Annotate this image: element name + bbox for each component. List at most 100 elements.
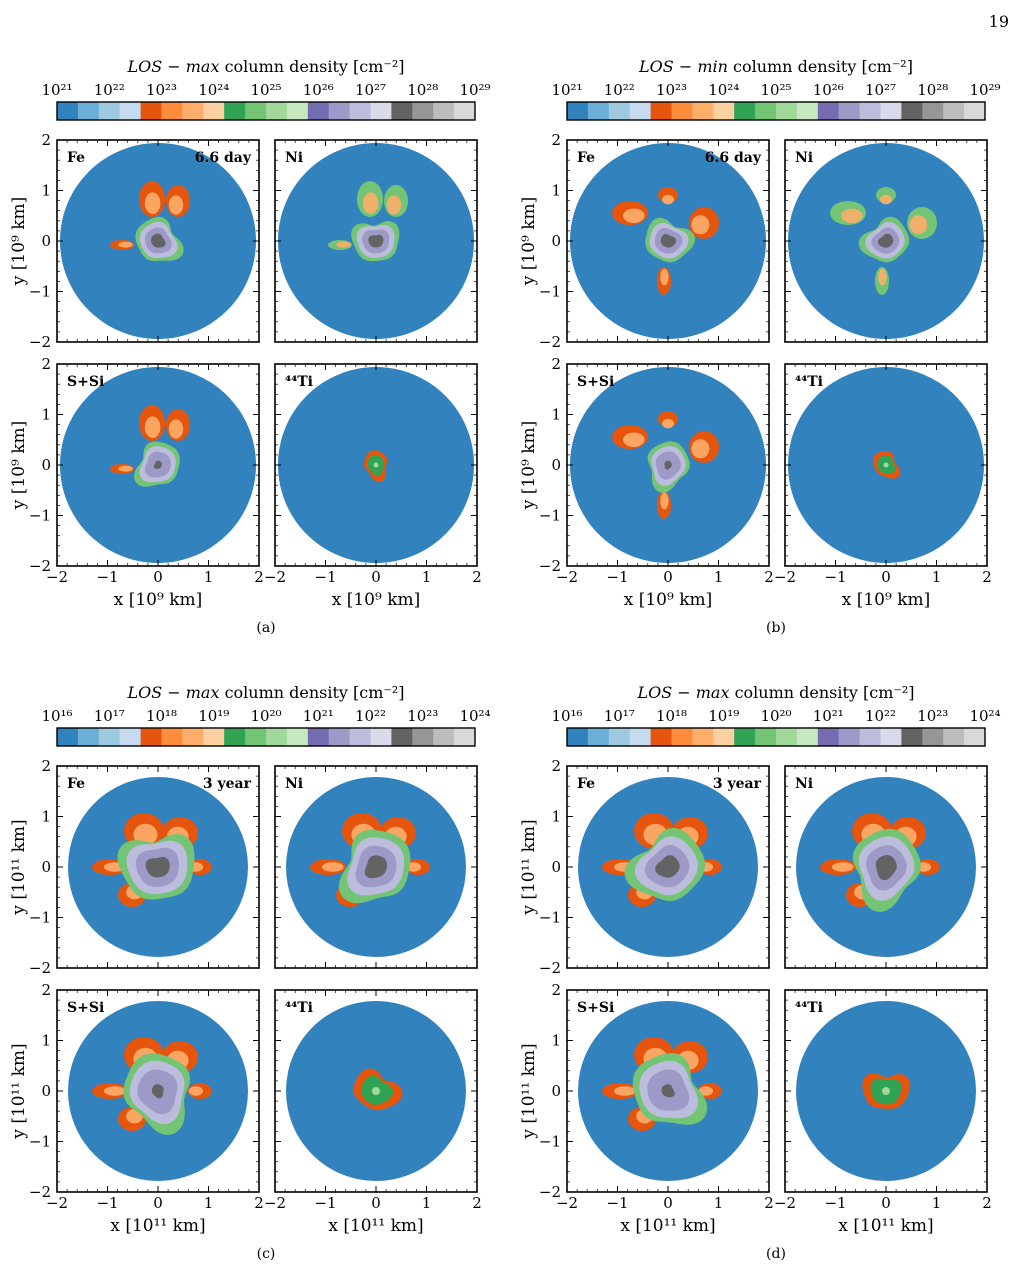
- gray-core: [368, 234, 384, 248]
- x-tick-label: 0: [153, 1194, 163, 1212]
- colorbar-cell: [776, 728, 798, 746]
- colorbar-cell: [838, 102, 861, 120]
- x-axis-label: x [10⁹ km]: [842, 590, 931, 610]
- colorbar-cell: [328, 728, 351, 746]
- figure-caption: (c): [257, 1246, 276, 1262]
- y-tick-label: 2: [41, 981, 51, 999]
- colorbar-cell: [587, 102, 610, 120]
- colorbar-cell: [77, 102, 100, 120]
- panel-content: [578, 1001, 758, 1181]
- plume-inner: [880, 194, 892, 205]
- ti-center: [372, 1087, 380, 1095]
- figure-caption: (b): [766, 620, 786, 636]
- y-tick-label: 0: [41, 858, 51, 876]
- colorbar-cell: [796, 102, 819, 120]
- colorbar-cell: [140, 728, 162, 746]
- x-tick-label: 0: [881, 568, 891, 586]
- y-tick-label: −1: [539, 1133, 561, 1151]
- x-tick-label: −1: [96, 1194, 118, 1212]
- colorbar-cell: [161, 728, 183, 746]
- y-tick-label: −1: [539, 507, 561, 525]
- plume-inner: [660, 492, 669, 510]
- colorbar-cell: [755, 728, 777, 746]
- plume-inner: [832, 862, 854, 872]
- y-tick-label: 2: [551, 131, 561, 149]
- x-tick-label: 2: [472, 568, 482, 586]
- x-tick-label: −2: [774, 1194, 796, 1212]
- y-axis-label: y [10⁹ km]: [9, 421, 29, 511]
- colorbar-cell: [713, 102, 735, 120]
- panel: [796, 1001, 976, 1181]
- panel: [788, 143, 984, 339]
- colorbar-cell: [859, 728, 881, 746]
- colorbar-tick-label: 10²⁸: [917, 81, 948, 99]
- plume-inner: [660, 268, 669, 286]
- colorbar-tick-label: 10²⁹: [459, 81, 490, 99]
- panel: [286, 1001, 466, 1181]
- y-axis-label: y [10⁹ km]: [9, 197, 29, 287]
- x-axis-label: x [10⁹ km]: [114, 590, 203, 610]
- colorbar-cell: [412, 728, 434, 746]
- y-tick-label: 1: [41, 808, 51, 826]
- colorbar-cell: [119, 728, 142, 746]
- colorbar-title: LOS − min column density [cm⁻²]: [638, 57, 913, 76]
- colorbar-tick-label: 10¹⁶: [551, 707, 582, 725]
- x-tick-label: 1: [422, 1194, 432, 1212]
- plume-inner: [406, 862, 421, 872]
- y-tick-label: −1: [539, 909, 561, 927]
- panel-content: [578, 777, 758, 957]
- colorbar-tick-label: 10²²: [865, 707, 896, 725]
- y-tick-label: 1: [41, 1032, 51, 1050]
- colorbar-title: LOS − max column density [cm⁻²]: [636, 683, 914, 702]
- panel-label: ⁴⁴Ti: [285, 374, 313, 390]
- x-tick-label: −2: [46, 1194, 68, 1212]
- panel: [796, 777, 976, 957]
- plume-inner: [133, 823, 158, 846]
- x-tick-label: 0: [881, 1194, 891, 1212]
- colorbar-tick-label: 10¹⁶: [41, 707, 72, 725]
- colorbar-tick-label: 10²⁷: [355, 81, 386, 99]
- x-axis-label: x [10⁹ km]: [624, 590, 713, 610]
- x-tick-label: 1: [204, 568, 214, 586]
- x-tick-label: −1: [606, 568, 628, 586]
- colorbar-tick-label: 10²⁴: [969, 707, 1000, 725]
- plume-inner: [144, 192, 161, 214]
- colorbar-tick-label: 10¹⁹: [198, 707, 229, 725]
- colorbar-cell: [245, 102, 267, 120]
- panel: [570, 367, 766, 563]
- plume-inner: [623, 432, 645, 447]
- colorbar-tick-label: 10²¹: [41, 81, 72, 99]
- plume-inner: [168, 195, 184, 215]
- panel: [788, 367, 984, 563]
- y-axis-label: y [10¹¹ km]: [9, 1043, 29, 1139]
- ti-center: [882, 1087, 890, 1095]
- colorbar-tick-label: 10²⁶: [303, 81, 334, 99]
- x-tick-label: −1: [314, 568, 336, 586]
- colorbar-cell: [412, 102, 434, 120]
- y-tick-label: 0: [41, 456, 51, 474]
- panel-content: [788, 367, 984, 563]
- x-axis-label: x [10¹¹ km]: [620, 1216, 715, 1236]
- x-tick-label: −2: [264, 1194, 286, 1212]
- x-tick-label: −1: [606, 1194, 628, 1212]
- colorbar-cell: [119, 102, 142, 120]
- colorbar-title: LOS − max column density [cm⁻²]: [126, 683, 404, 702]
- colorbar-cell: [859, 102, 881, 120]
- colorbar-cell: [57, 728, 79, 746]
- colorbar-cell: [224, 102, 246, 120]
- colorbar-frame: [566, 101, 986, 121]
- colorbar-cell: [587, 728, 610, 746]
- colorbar-cell: [692, 728, 714, 746]
- colorbar-tick-label: 10¹⁷: [94, 707, 125, 725]
- x-tick-label: 2: [254, 1194, 264, 1212]
- colorbar-cell: [567, 102, 589, 120]
- colorbar-cell: [943, 102, 965, 120]
- plume-inner: [691, 439, 710, 459]
- y-tick-label: −1: [29, 1133, 51, 1151]
- colorbar-cell: [650, 102, 672, 120]
- x-tick-label: 1: [204, 1194, 214, 1212]
- x-tick-label: 2: [982, 568, 992, 586]
- colorbar-cell: [608, 728, 631, 746]
- y-tick-label: −2: [539, 333, 561, 351]
